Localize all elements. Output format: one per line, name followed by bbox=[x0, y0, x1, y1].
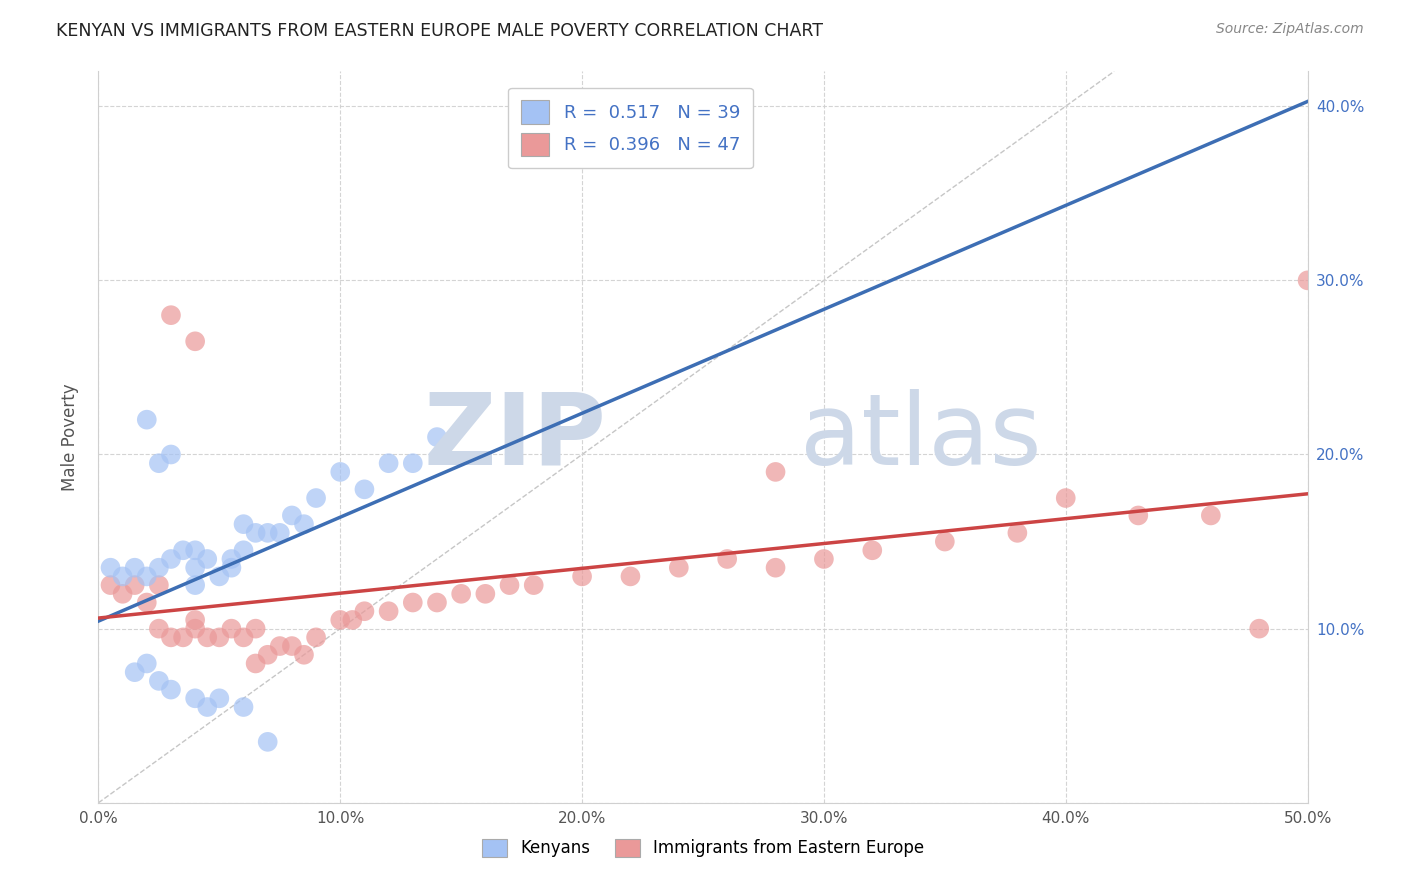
Point bbox=[292, 648, 315, 662]
Point bbox=[329, 465, 352, 479]
Point bbox=[232, 543, 254, 558]
Point bbox=[148, 456, 170, 470]
Point bbox=[256, 525, 278, 540]
Point bbox=[426, 430, 449, 444]
Point bbox=[208, 569, 231, 583]
Point bbox=[208, 691, 231, 706]
Point bbox=[221, 622, 243, 636]
Point bbox=[1296, 273, 1319, 287]
Legend: Kenyans, Immigrants from Eastern Europe: Kenyans, Immigrants from Eastern Europe bbox=[475, 832, 931, 864]
Point bbox=[160, 308, 183, 322]
Point bbox=[148, 673, 170, 688]
Point bbox=[160, 631, 183, 645]
Point bbox=[195, 631, 218, 645]
Point bbox=[353, 483, 375, 497]
Point bbox=[160, 682, 183, 697]
Point bbox=[184, 691, 207, 706]
Point bbox=[111, 587, 134, 601]
Point bbox=[377, 604, 399, 618]
Point bbox=[269, 639, 291, 653]
Point bbox=[245, 657, 267, 671]
Point bbox=[124, 560, 146, 574]
Point bbox=[184, 560, 207, 574]
Point bbox=[221, 552, 243, 566]
Point bbox=[208, 631, 231, 645]
Point bbox=[100, 560, 122, 574]
Point bbox=[148, 622, 170, 636]
Point bbox=[329, 613, 352, 627]
Point bbox=[135, 412, 157, 426]
Point bbox=[232, 517, 254, 532]
Point bbox=[1007, 525, 1029, 540]
Text: atlas: atlas bbox=[800, 389, 1042, 485]
Point bbox=[1199, 508, 1222, 523]
Point bbox=[195, 552, 218, 566]
Y-axis label: Male Poverty: Male Poverty bbox=[60, 384, 79, 491]
Point bbox=[269, 525, 291, 540]
Point bbox=[1249, 622, 1271, 636]
Point bbox=[1054, 491, 1077, 505]
Point bbox=[256, 735, 278, 749]
Point bbox=[765, 560, 787, 574]
Text: ZIP: ZIP bbox=[423, 389, 606, 485]
Point bbox=[232, 700, 254, 714]
Point bbox=[148, 578, 170, 592]
Point bbox=[668, 560, 690, 574]
Point bbox=[245, 525, 267, 540]
Point bbox=[160, 552, 183, 566]
Point bbox=[281, 508, 304, 523]
Point bbox=[135, 569, 157, 583]
Point bbox=[619, 569, 641, 583]
Point bbox=[184, 578, 207, 592]
Point bbox=[523, 578, 546, 592]
Point bbox=[245, 622, 267, 636]
Point bbox=[934, 534, 956, 549]
Point bbox=[342, 613, 364, 627]
Point bbox=[184, 334, 207, 349]
Point bbox=[292, 517, 315, 532]
Point bbox=[813, 552, 835, 566]
Point bbox=[172, 543, 194, 558]
Point bbox=[135, 657, 157, 671]
Point bbox=[402, 456, 425, 470]
Point bbox=[353, 604, 375, 618]
Text: Source: ZipAtlas.com: Source: ZipAtlas.com bbox=[1216, 22, 1364, 37]
Point bbox=[377, 456, 399, 470]
Point bbox=[450, 587, 472, 601]
Point bbox=[281, 639, 304, 653]
Text: KENYAN VS IMMIGRANTS FROM EASTERN EUROPE MALE POVERTY CORRELATION CHART: KENYAN VS IMMIGRANTS FROM EASTERN EUROPE… bbox=[56, 22, 824, 40]
Point bbox=[571, 569, 593, 583]
Point bbox=[474, 587, 496, 601]
Point bbox=[256, 648, 278, 662]
Point bbox=[1128, 508, 1150, 523]
Point bbox=[100, 578, 122, 592]
Point bbox=[305, 491, 328, 505]
Point bbox=[111, 569, 134, 583]
Point bbox=[232, 631, 254, 645]
Point bbox=[184, 613, 207, 627]
Point bbox=[184, 622, 207, 636]
Point bbox=[305, 631, 328, 645]
Point bbox=[160, 448, 183, 462]
Point bbox=[860, 543, 883, 558]
Point bbox=[221, 560, 243, 574]
Point bbox=[402, 595, 425, 609]
Point bbox=[765, 465, 787, 479]
Point bbox=[716, 552, 738, 566]
Point bbox=[426, 595, 449, 609]
Point bbox=[498, 578, 520, 592]
Point bbox=[135, 595, 157, 609]
Point bbox=[124, 665, 146, 680]
Point bbox=[148, 560, 170, 574]
Point bbox=[184, 543, 207, 558]
Point bbox=[195, 700, 218, 714]
Point bbox=[172, 631, 194, 645]
Point bbox=[124, 578, 146, 592]
